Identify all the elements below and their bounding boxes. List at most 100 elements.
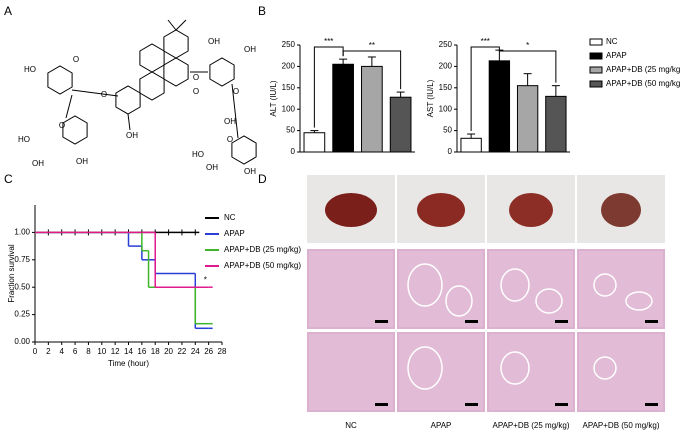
atom-label: O xyxy=(193,87,199,96)
histology-texture xyxy=(489,251,573,327)
atom-label: OH xyxy=(76,157,88,166)
panel-label: A xyxy=(4,4,12,18)
panel-label: D xyxy=(258,172,267,186)
atom-label: OH xyxy=(206,163,218,172)
x-tick-label: 12 xyxy=(111,347,120,356)
liver xyxy=(601,193,641,227)
liver xyxy=(325,193,377,227)
bond xyxy=(71,89,119,97)
ring xyxy=(115,85,141,115)
y-tick-label: 0 xyxy=(291,147,296,156)
y-tick-label: 200 xyxy=(439,62,453,71)
atom-label: OH xyxy=(244,167,256,176)
significance-label: ** xyxy=(369,41,375,50)
necrosis-outline xyxy=(500,268,530,302)
legend-swatch xyxy=(589,38,603,46)
necrosis-outline xyxy=(407,263,443,307)
histology-texture xyxy=(309,251,393,327)
bond xyxy=(167,19,177,31)
ring xyxy=(231,135,257,165)
atom-label: OH xyxy=(126,131,138,140)
y-tick-label: 1.00 xyxy=(14,228,30,237)
histology-texture xyxy=(489,334,573,410)
bar xyxy=(361,65,383,153)
legend-swatch xyxy=(589,80,603,88)
significance-label: *** xyxy=(481,37,490,46)
ring xyxy=(163,29,189,59)
atom-label: OH xyxy=(32,159,44,168)
y-tick-label: 100 xyxy=(282,104,296,113)
y-tick-label: 0.50 xyxy=(14,282,30,291)
y-tick-label: 150 xyxy=(282,83,296,92)
significance-bracket xyxy=(470,46,500,132)
ring xyxy=(163,57,189,87)
liver xyxy=(417,193,465,227)
ring xyxy=(62,115,88,145)
atom-label: O xyxy=(59,121,65,130)
bond xyxy=(175,19,187,31)
legend-label: NC xyxy=(224,213,236,222)
necrosis-outline xyxy=(593,356,617,380)
bar xyxy=(488,60,511,153)
bond xyxy=(231,83,239,139)
legend-label: APAP xyxy=(606,51,627,60)
legend-label: NC xyxy=(606,37,618,46)
necrosis-outline xyxy=(407,346,443,390)
scale-bar xyxy=(465,320,478,323)
x-tick-label: 16 xyxy=(137,347,146,356)
atom-label: OH xyxy=(208,37,220,46)
bar xyxy=(516,85,539,153)
necrosis-outline xyxy=(593,273,617,297)
atom-label: OH xyxy=(224,117,236,126)
atom-label: O xyxy=(233,87,239,96)
x-tick-label: 28 xyxy=(218,347,227,356)
significance-label: * xyxy=(526,41,529,50)
necrosis-outline xyxy=(625,291,653,311)
bar xyxy=(545,95,567,153)
y-tick-label: 150 xyxy=(439,83,453,92)
scale-bar xyxy=(555,320,568,323)
x-tick-label: 20 xyxy=(164,347,173,356)
x-tick-label: 2 xyxy=(46,347,51,356)
x-tick-label: 24 xyxy=(191,347,200,356)
x-tick-label: 8 xyxy=(86,347,91,356)
legend-label: APAP+DB (50 mg/kg) xyxy=(224,261,301,270)
legend-swatch xyxy=(589,52,603,60)
scale-bar xyxy=(645,320,658,323)
bond xyxy=(65,94,73,119)
annotation: * xyxy=(204,276,207,285)
x-tick-label: 0 xyxy=(33,347,38,356)
bar xyxy=(460,137,482,153)
x-tick-label: 18 xyxy=(151,347,160,356)
significance-label: *** xyxy=(324,37,333,46)
y-tick-label: 0.75 xyxy=(14,255,30,264)
legend-swatch xyxy=(589,66,603,74)
ring xyxy=(139,43,165,73)
x-tick-label: 14 xyxy=(124,347,133,356)
atom-label: HO xyxy=(24,65,36,74)
group-label: NC xyxy=(345,421,357,430)
y-tick-label: 250 xyxy=(282,40,296,49)
x-tick-label: 26 xyxy=(204,347,213,356)
atom-label: O xyxy=(73,55,79,64)
scale-bar xyxy=(465,403,478,406)
scale-bar xyxy=(375,403,388,406)
legend-label: APAP xyxy=(224,229,245,238)
legend-label: APAP+DB (25 mg/kg) xyxy=(224,245,301,254)
group-label: APAP+DB (25 mg/kg) xyxy=(493,421,570,430)
bar xyxy=(303,132,326,153)
group-label: APAP xyxy=(431,421,452,430)
ring xyxy=(47,65,73,95)
atom-label: HO xyxy=(192,150,204,159)
group-label: APAP+DB (50 mg/kg) xyxy=(583,421,660,430)
y-tick-label: 0 xyxy=(448,147,453,156)
significance-bracket xyxy=(342,50,402,90)
liver xyxy=(509,193,553,227)
atom-label: OH xyxy=(244,45,256,54)
x-tick-label: 4 xyxy=(59,347,64,356)
atom-label: O xyxy=(193,73,199,82)
necrosis-outline xyxy=(535,288,563,314)
panel-label: C xyxy=(4,172,13,186)
y-axis-label: ALT (IU/L) xyxy=(269,80,278,116)
